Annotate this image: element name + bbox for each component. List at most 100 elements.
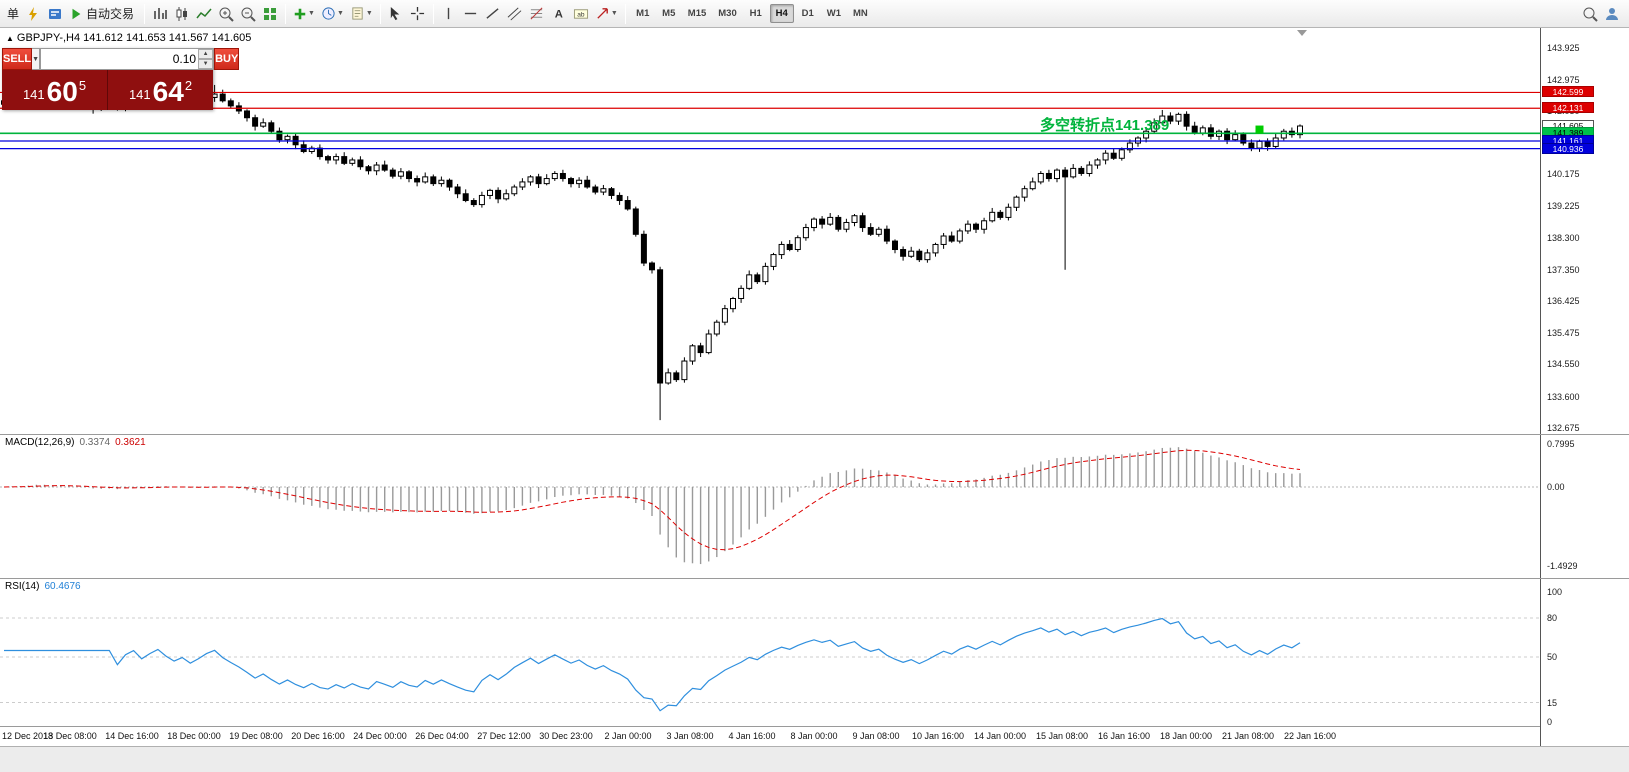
price-axis[interactable]: 143.925142.975142.050141.100140.175139.2…	[1540, 28, 1629, 746]
rsi-line	[4, 617, 1301, 712]
zoom-in-icon[interactable]	[215, 3, 237, 25]
user-icon	[1606, 8, 1618, 20]
line-chart-icon[interactable]	[193, 3, 215, 25]
arrow-icon	[597, 8, 608, 19]
candlestick-icon[interactable]	[171, 3, 193, 25]
time-axis[interactable]: 12 Dec 2018 13 Dec 08:00 14 Dec 16:00 18 De…	[0, 726, 1540, 746]
timeframe-mn[interactable]: MN	[853, 8, 868, 19]
cursor-icon	[391, 6, 400, 21]
horizontal-line-tool[interactable]	[460, 3, 482, 25]
rsi-chart[interactable]	[0, 578, 1540, 726]
horizontal-line-icon	[465, 12, 477, 15]
volume-input[interactable]	[41, 50, 199, 68]
zoom-in-icon	[219, 7, 234, 22]
trendline-icon	[486, 8, 499, 19]
toolbar-separator	[144, 3, 146, 24]
timeframe-h1[interactable]: H1	[749, 8, 762, 19]
autotrading-label: 自动交易	[86, 7, 135, 21]
price-axis-tick: 140.175	[1547, 169, 1580, 180]
toolbar-separator	[624, 3, 626, 24]
templates-button[interactable]: ▼	[347, 3, 376, 25]
chart-window: ▲ GBPJPY-,H4 141.612 141.653 141.567 141.…	[0, 28, 1629, 746]
timeframe-m5[interactable]: M5	[662, 8, 676, 19]
cursor-tool[interactable]	[385, 3, 407, 25]
sell-button[interactable]: SELL	[2, 48, 33, 70]
time-axis-label: 16 Jan 16:00	[1097, 731, 1151, 741]
macd-chart[interactable]	[0, 434, 1540, 578]
price-tag: 140.936	[1542, 142, 1594, 154]
search-button[interactable]	[1579, 3, 1601, 25]
timeframe-w1[interactable]: W1	[826, 8, 841, 19]
label-tool[interactable]: ab	[570, 3, 592, 25]
timeframe-m1[interactable]: M1	[636, 8, 650, 19]
autotrading-button[interactable]: 自动交易	[66, 3, 140, 25]
periods-button[interactable]: ▼	[318, 3, 347, 25]
volume-dropdown[interactable]: ▼	[32, 48, 41, 70]
toolbar-separator	[432, 3, 434, 24]
time-axis-label: 15 Jan 08:00	[1035, 731, 1089, 741]
buy-marker[interactable]	[1255, 125, 1264, 134]
panel-splitter[interactable]	[0, 434, 1629, 435]
timeframe-m15[interactable]: M15	[687, 8, 707, 19]
timeframe-m30[interactable]: M30	[718, 8, 737, 19]
text-tool[interactable]: A	[548, 3, 570, 25]
sell-price[interactable]: 141 60 5	[22, 76, 87, 107]
price-axis-tick: 0.00	[1547, 482, 1565, 492]
time-axis-label: 19 Dec 08:00	[229, 731, 283, 741]
price-axis-tick: 137.350	[1547, 264, 1580, 275]
community-button[interactable]	[1601, 3, 1623, 25]
price-axis-tick: 50	[1547, 652, 1558, 662]
triangle-up-icon: ▲	[6, 34, 14, 43]
time-axis-label: 2 Jan 00:00	[604, 731, 652, 741]
channel-icon	[507, 7, 522, 21]
tile-windows-icon[interactable]	[259, 3, 281, 25]
time-axis-label: 21 Jan 08:00	[1221, 731, 1275, 741]
price-chart[interactable]	[0, 28, 1540, 434]
panel-splitter[interactable]	[0, 578, 1629, 579]
symbol-ohlc-header: ▲ GBPJPY-,H4 141.612 141.653 141.567 141.…	[6, 32, 252, 44]
time-axis-label: 26 Dec 04:00	[415, 731, 469, 741]
price-axis-tick: 136.425	[1547, 296, 1580, 307]
price-axis-tick: 0	[1547, 717, 1553, 727]
crosshair-tool[interactable]	[407, 3, 429, 25]
time-axis-label: 9 Jan 08:00	[852, 731, 900, 741]
trendline-tool[interactable]	[482, 3, 504, 25]
vertical-line-icon	[448, 7, 450, 20]
price-axis-tick: 143.925	[1547, 42, 1580, 53]
macd-histogram	[11, 447, 1301, 565]
macd-signal-line	[3, 449, 1301, 551]
time-axis-label: 18 Jan 00:00	[1159, 731, 1213, 741]
channel-tool[interactable]	[504, 3, 526, 25]
status-bar	[0, 746, 1629, 772]
bar-chart-icon[interactable]	[149, 3, 171, 25]
add-indicator-button[interactable]: ▼	[290, 3, 318, 25]
line-chart-icon	[196, 8, 212, 18]
timeframe-d1[interactable]: D1	[801, 8, 814, 19]
volume-up-button[interactable]: ▲	[198, 49, 214, 59]
price-axis-tick: 80	[1547, 613, 1558, 623]
arrows-tool[interactable]: ▼	[592, 3, 621, 25]
new-order-label[interactable]: 单	[7, 7, 20, 21]
buy-price[interactable]: 141 64 2	[128, 76, 193, 107]
timeframe-h4[interactable]: H4	[769, 4, 794, 23]
price-axis-tick: 15	[1547, 697, 1558, 708]
price-axis-tick: 100	[1547, 587, 1563, 597]
time-axis-label: 3 Jan 08:00	[666, 731, 714, 741]
vertical-line-tool[interactable]	[438, 3, 460, 25]
terminal-icon[interactable]	[44, 3, 66, 25]
volume-field: ▲ ▼	[40, 48, 215, 70]
chevron-down-icon: ▼	[308, 10, 315, 17]
volume-down-button[interactable]: ▼	[198, 59, 214, 69]
buy-button[interactable]: BUY	[214, 48, 240, 70]
terminal-icon	[49, 8, 62, 19]
zoom-out-icon[interactable]	[237, 3, 259, 25]
price-axis-tick: 133.600	[1547, 391, 1580, 402]
time-axis-label: 14 Jan 00:00	[973, 731, 1027, 741]
fibonacci-tool[interactable]	[526, 3, 548, 25]
macd-indicator-label: MACD(12,26,9) 0.3374 0.3621	[5, 437, 146, 448]
chart-shift-marker[interactable]	[1297, 30, 1307, 36]
price-axis-tick: 139.225	[1547, 201, 1580, 212]
lightning-icon[interactable]	[22, 3, 44, 25]
svg-text:A: A	[555, 8, 563, 20]
